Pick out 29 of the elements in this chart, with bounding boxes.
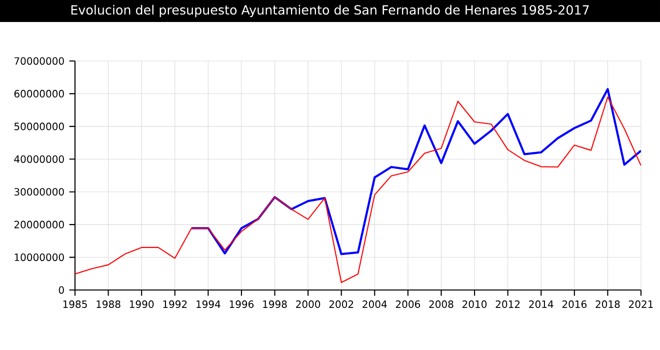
y-tick-label: 20000000 <box>14 220 64 228</box>
x-tick-label: 1996 <box>230 300 254 308</box>
x-tick-label: 2002 <box>329 300 354 308</box>
x-tick-label: 2004 <box>362 300 387 308</box>
x-tick-label: 2000 <box>296 300 320 308</box>
x-tick-label: 1988 <box>96 300 120 308</box>
x-tick-label: 1994 <box>196 300 220 308</box>
x-tick-label: 2012 <box>496 300 520 308</box>
y-tick-label: 60000000 <box>14 90 64 98</box>
x-tick-label: 2016 <box>562 300 586 308</box>
y-tick-label: 40000000 <box>14 155 64 163</box>
y-tick-label: 70000000 <box>14 57 64 65</box>
y-tick-label: 0 <box>58 286 64 294</box>
x-tick-label: 1992 <box>163 300 187 308</box>
chart-title: Evolucion del presupuesto Ayuntamiento de San Fernando de Henares 1985-2017 <box>71 4 589 18</box>
x-tick-label: 2010 <box>462 300 487 308</box>
x-tick-label: 1985 <box>63 300 87 308</box>
line-series <box>75 96 642 284</box>
x-tick-label: 2014 <box>529 300 554 308</box>
y-tick-label: 50000000 <box>14 122 64 130</box>
y-tick-label: 10000000 <box>14 254 64 262</box>
x-tick-label: 1998 <box>263 300 287 308</box>
x-tick-label: 2018 <box>596 300 620 308</box>
line-series <box>190 88 642 256</box>
x-tick-label: 2021 <box>629 300 653 308</box>
x-tick-label: 1990 <box>130 300 154 308</box>
y-tick-label: 30000000 <box>14 188 64 196</box>
x-tick-label: 2006 <box>396 300 420 308</box>
x-tick-label: 2008 <box>429 300 454 308</box>
